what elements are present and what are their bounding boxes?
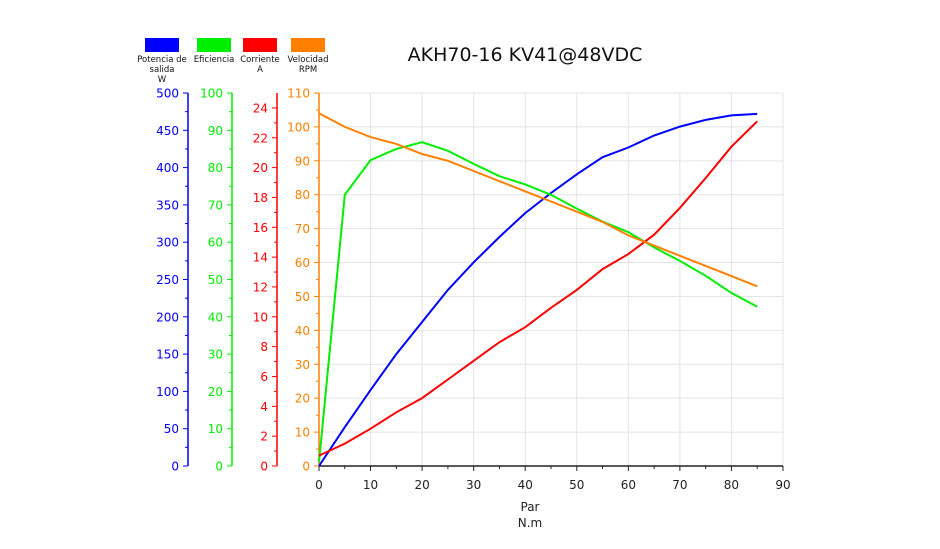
y-tick-label: 150: [156, 348, 179, 362]
y-tick-label: 40: [295, 324, 310, 338]
y-tick-label: 50: [295, 290, 310, 304]
y-tick-label: 12: [253, 280, 268, 294]
x-tick-label: 70: [672, 478, 687, 492]
y-tick-label: 100: [200, 87, 223, 101]
y-tick-label: 10: [295, 426, 310, 440]
legend-label: Velocidad: [287, 55, 329, 65]
series-line-corriente: [318, 120, 758, 457]
y-tick-label: 400: [156, 161, 179, 175]
y-tick-label: 0: [171, 460, 179, 474]
chart-title: AKH70-16 KV41@48VDC: [407, 44, 643, 66]
x-tick-label: 50: [569, 478, 584, 492]
y-tick-label: 50: [208, 273, 223, 287]
y-tick-label: 18: [253, 191, 268, 205]
legend-unit: RPM: [298, 65, 318, 75]
y-tick-label: 8: [260, 340, 268, 354]
legend-item-current: Corriente A: [232, 38, 288, 75]
y-tick-label: 40: [208, 310, 223, 324]
legend-label: Eficiencia: [193, 55, 235, 65]
y-tick-label: 4: [260, 400, 268, 414]
y-tick-label: 10: [208, 422, 223, 436]
x-axis-unit: N.m: [517, 516, 543, 530]
x-tick-label: 30: [466, 478, 481, 492]
legend-label: Potencia de salida: [137, 55, 187, 75]
y-tick-label: 250: [156, 273, 179, 287]
x-tick-label: 60: [621, 478, 636, 492]
y-tick-label: 80: [208, 161, 223, 175]
y-tick-label: 350: [156, 198, 179, 212]
y-tick-label: 80: [295, 188, 310, 202]
y-tick-label: 20: [295, 392, 310, 406]
x-tick-label: 20: [414, 478, 429, 492]
y-tick-label: 10: [253, 310, 268, 324]
legend-swatch: [145, 38, 179, 52]
legend-unit: W: [157, 75, 167, 85]
y-tick-label: 300: [156, 236, 179, 250]
y-tick-label: 30: [295, 358, 310, 372]
y-tick-label: 100: [156, 385, 179, 399]
y-tick-label: 30: [208, 348, 223, 362]
legend-item-speed: Velocidad RPM: [280, 38, 336, 75]
y-tick-label: 90: [208, 124, 223, 138]
y-tick-label: 24: [253, 101, 268, 115]
legend-item-efficiency: Eficiencia: [186, 38, 242, 65]
y-tick-label: 500: [156, 87, 179, 101]
x-tick-label: 10: [363, 478, 378, 492]
legend-label: Corriente: [240, 55, 280, 65]
y-tick-label: 2: [260, 430, 268, 444]
series-line-velocidad: [318, 112, 758, 288]
y-tick-label: 6: [260, 370, 268, 384]
y-tick-label: 90: [295, 154, 310, 168]
y-tick-label: 22: [253, 131, 268, 145]
x-tick-label: 90: [775, 478, 790, 492]
y-tick-label: 70: [208, 198, 223, 212]
x-tick-label: 40: [518, 478, 533, 492]
y-tick-label: 20: [208, 385, 223, 399]
y-tick-label: 16: [253, 221, 268, 235]
y-tick-label: 50: [164, 422, 179, 436]
y-tick-label: 110: [287, 87, 310, 101]
y-tick-label: 0: [260, 460, 268, 474]
y-tick-label: 14: [253, 251, 268, 265]
series-line-potencia-de-salida: [318, 112, 758, 467]
y-tick-label: 450: [156, 124, 179, 138]
legend-item-power: Potencia de salida W: [134, 38, 190, 85]
y-tick-label: 100: [287, 120, 310, 134]
y-tick-label: 20: [253, 161, 268, 175]
y-tick-label: 70: [295, 222, 310, 236]
legend-swatch: [243, 38, 277, 52]
legend-unit: A: [257, 65, 263, 75]
y-tick-label: 60: [208, 236, 223, 250]
legend-swatch: [291, 38, 325, 52]
legend-swatch: [197, 38, 231, 52]
y-tick-label: 0: [215, 460, 223, 474]
y-tick-label: 60: [295, 256, 310, 270]
y-tick-label: 200: [156, 310, 179, 324]
x-axis-label: Par: [520, 500, 540, 514]
x-tick-label: 0: [315, 478, 323, 492]
series-line-eficiencia: [318, 141, 758, 463]
x-tick-label: 80: [724, 478, 739, 492]
y-tick-label: 0: [302, 460, 310, 474]
